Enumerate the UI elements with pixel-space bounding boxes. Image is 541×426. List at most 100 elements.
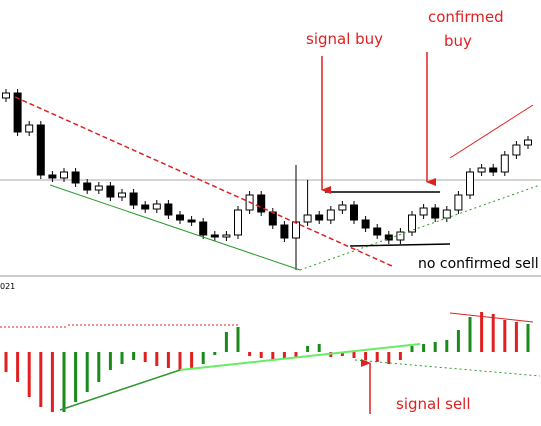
candle-body [83,182,92,191]
candle-body [466,171,474,196]
candle-body [268,211,277,226]
histogram-bar [491,314,495,352]
candle-body [384,234,393,241]
histogram-bar [340,352,344,356]
histogram-bar [213,352,217,355]
histogram-bar [16,352,20,382]
candle-body [524,139,532,146]
candle-body [2,92,10,99]
histogram-bar [410,346,414,352]
histogram-bar [480,312,484,352]
candle-body [315,214,324,221]
histogram-bar [224,332,228,352]
candle-body [129,192,138,206]
annotation: confirmed [428,8,504,26]
histogram [4,312,530,412]
candle-body [431,207,440,219]
candle-body [118,192,126,198]
candle-body [303,214,312,223]
histogram-bar [294,352,298,357]
histogram-bar [456,330,460,352]
candle-body [234,209,242,236]
histogram-bar [282,352,286,358]
histogram-bar [155,352,159,366]
candle-body [71,171,80,184]
histogram-bar [166,352,170,368]
histogram-bar [526,324,530,352]
candle-body [373,227,382,236]
histogram-bar [50,352,54,412]
candle-body [489,167,498,173]
candle-body [257,194,266,213]
candle-body [361,219,370,229]
candle-body [454,194,463,211]
histogram-bar [503,320,507,352]
histogram-bar [201,352,205,364]
histogram-bar [190,352,194,368]
histogram-bar [62,352,66,412]
candle-body [477,167,486,173]
histogram-bar [143,352,147,362]
histogram-bar [132,352,136,360]
candles [2,89,532,270]
histogram-bar [468,317,472,352]
histogram-bar [236,327,240,352]
histogram-bar [74,352,78,402]
candle-body [500,154,509,173]
candle-body [176,214,184,221]
candle-body [60,171,68,179]
candle-body [94,185,103,191]
candle-body [210,234,219,238]
histogram-bar [27,352,31,397]
annotation: signal sell [396,395,471,413]
candle-body [419,207,428,216]
histogram-bar [85,352,89,392]
level-line [349,243,451,247]
histogram-bar [433,342,437,352]
candle-body [152,203,161,210]
annotation: buy [444,32,472,50]
candle-body [48,174,57,179]
histogram-bar [445,340,449,352]
candle-body [326,209,335,221]
candle-body [106,185,115,198]
histogram-bar [375,352,379,362]
candle-body [187,219,196,223]
histogram-bar [306,346,310,352]
candle-body [141,204,150,210]
candle-body [199,221,208,236]
candle-body [292,221,300,239]
histogram-bar [271,352,275,360]
annotation: signal buy [306,30,383,48]
candle-body [396,231,405,241]
candle-body [222,234,231,238]
histogram-bar [248,352,252,356]
histogram-bar [364,352,368,360]
candle-body [164,203,173,216]
histogram-bar [422,344,426,352]
candle-body [25,124,34,133]
candle-body [36,124,45,176]
histogram-bar [178,352,182,370]
histogram-bar [259,352,263,358]
histogram-bar [120,352,124,364]
histogram-bar [108,352,112,370]
candle-body [280,224,289,239]
histogram-bar [398,352,402,360]
trend-line [49,184,301,271]
histogram-bar [4,352,8,372]
date-label: 021 [0,282,15,291]
trend-line [179,343,421,371]
trend-line [354,359,541,377]
trend-line [14,96,393,267]
histogram-bar [514,322,518,352]
histogram-bar [97,352,101,382]
candle-body [442,209,451,219]
histogram-bar [39,352,43,407]
candle-body [338,204,347,211]
candle-body [408,214,416,233]
histogram-bar [352,352,356,358]
histogram-bar [387,352,391,364]
candle-body [350,204,358,221]
